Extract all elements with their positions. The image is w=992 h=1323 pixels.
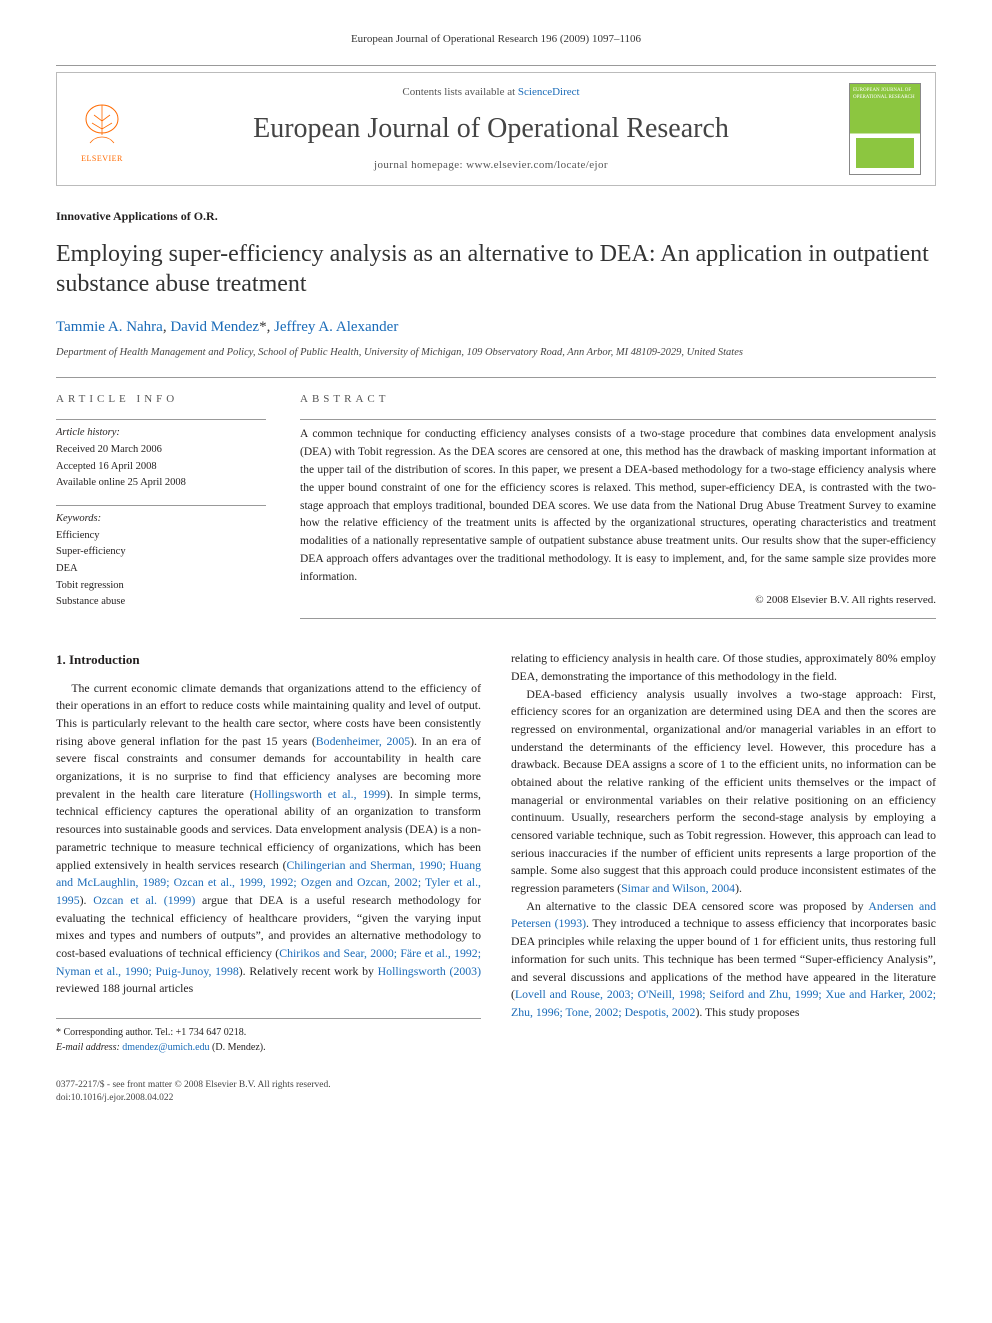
keyword: Efficiency [56, 529, 266, 544]
affiliation: Department of Health Management and Poli… [56, 346, 936, 361]
article-title: Employing super-efficiency analysis as a… [56, 239, 936, 299]
text-run: DEA-based efficiency analysis usually in… [511, 687, 936, 896]
keywords-label: Keywords: [56, 512, 266, 527]
elsevier-logo-text: ELSEVIER [81, 153, 123, 164]
accepted-line: Accepted 16 April 2008 [56, 460, 266, 475]
keyword: Tobit regression [56, 579, 266, 594]
text-run: ). This study proposes [695, 1005, 799, 1019]
journal-cover-thumb: EUROPEAN JOURNAL OF OPERATIONAL RESEARCH [849, 83, 921, 175]
article-history-block: Article history: Received 20 March 2006 … [56, 426, 266, 491]
text-run: ). [735, 881, 742, 895]
history-label: Article history: [56, 426, 266, 441]
article-info-heading: ARTICLE INFO [56, 392, 266, 407]
email-person: (D. Mendez). [210, 1042, 266, 1053]
keywords-block: Keywords: Efficiency Super-efficiency DE… [56, 512, 266, 610]
journal-homepage-line: journal homepage: www.elsevier.com/locat… [151, 158, 831, 173]
intro-para-3: An alternative to the classic DEA censor… [511, 898, 936, 1022]
abstract-text: A common technique for conducting effici… [300, 426, 936, 586]
cover-title-mini: EUROPEAN JOURNAL OF OPERATIONAL RESEARCH [853, 87, 917, 101]
doi-line: doi:10.1016/j.ejor.2008.04.022 [56, 1092, 331, 1105]
citation-link[interactable]: Hollingsworth et al., 1999 [254, 787, 386, 801]
citation-link[interactable]: Ozcan et al. (1999) [93, 893, 195, 907]
author-2[interactable]: David Mendez [170, 319, 259, 335]
received-line: Received 20 March 2006 [56, 443, 266, 458]
sciencedirect-link[interactable]: ScienceDirect [518, 86, 580, 98]
keyword: Substance abuse [56, 595, 266, 610]
contents-available-line: Contents lists available at ScienceDirec… [151, 85, 831, 100]
keyword: DEA [56, 562, 266, 577]
email-link[interactable]: dmendez@umich.edu [122, 1042, 209, 1053]
contents-prefix: Contents lists available at [402, 86, 517, 98]
elsevier-logo: ELSEVIER [71, 94, 133, 164]
homepage-prefix: journal homepage: [374, 159, 466, 171]
elsevier-tree-icon [78, 101, 126, 153]
intro-para-2: DEA-based efficiency analysis usually in… [511, 686, 936, 898]
keyword: Super-efficiency [56, 545, 266, 560]
corr-author-line: * Corresponding author. Tel.: +1 734 647… [56, 1025, 481, 1040]
citation-link[interactable]: Bodenheimer, 2005 [316, 734, 410, 748]
citation-link[interactable]: Hollingsworth (2003) [378, 964, 481, 978]
text-run: ). Relatively recent work by [239, 964, 378, 978]
intro-para-1: The current economic climate demands tha… [56, 680, 481, 998]
article-info-column: ARTICLE INFO Article history: Received 2… [56, 392, 266, 624]
citation-link[interactable]: Simar and Wilson, 2004 [621, 881, 735, 895]
footer-left: 0377-2217/$ - see front matter © 2008 El… [56, 1079, 331, 1106]
abstract-column: ABSTRACT A common technique for conducti… [300, 392, 936, 624]
rule [56, 505, 266, 506]
page-footer: 0377-2217/$ - see front matter © 2008 El… [56, 1079, 936, 1106]
journal-header-center: Contents lists available at ScienceDirec… [151, 85, 831, 173]
author-sep: , [267, 319, 275, 335]
running-head: European Journal of Operational Research… [56, 32, 936, 47]
rule [56, 419, 266, 420]
journal-name: European Journal of Operational Research [151, 109, 831, 148]
rule [300, 419, 936, 420]
online-line: Available online 25 April 2008 [56, 476, 266, 491]
text-run: An alternative to the classic DEA censor… [526, 899, 868, 913]
front-matter-line: 0377-2217/$ - see front matter © 2008 El… [56, 1079, 331, 1092]
corresponding-footnote: * Corresponding author. Tel.: +1 734 647… [56, 1018, 481, 1055]
email-label: E-mail address: [56, 1042, 120, 1053]
text-run: reviewed 188 journal articles [56, 981, 193, 995]
author-1[interactable]: Tammie A. Nahra [56, 319, 163, 335]
author-3[interactable]: Jeffrey A. Alexander [274, 319, 398, 335]
homepage-url: www.elsevier.com/locate/ejor [466, 159, 608, 171]
corresponding-marker: * [259, 319, 267, 335]
intro-para-1-continued: relating to efficiency analysis in healt… [511, 650, 936, 685]
corr-email-line: E-mail address: dmendez@umich.edu (D. Me… [56, 1040, 481, 1055]
abstract-heading: ABSTRACT [300, 392, 936, 407]
rule-top [56, 65, 936, 66]
section-label: Innovative Applications of O.R. [56, 208, 936, 225]
intro-heading: 1. Introduction [56, 650, 481, 670]
cover-mini-graphic [856, 138, 914, 168]
rule [300, 618, 936, 619]
authors-line: Tammie A. Nahra, David Mendez*, Jeffrey … [56, 317, 936, 338]
body-two-column: 1. Introduction The current economic cli… [56, 650, 936, 1055]
journal-header-box: ELSEVIER Contents lists available at Sci… [56, 72, 936, 186]
abstract-copyright: © 2008 Elsevier B.V. All rights reserved… [300, 593, 936, 608]
article-meta-row: ARTICLE INFO Article history: Received 2… [56, 377, 936, 624]
text-run: ). [80, 893, 94, 907]
